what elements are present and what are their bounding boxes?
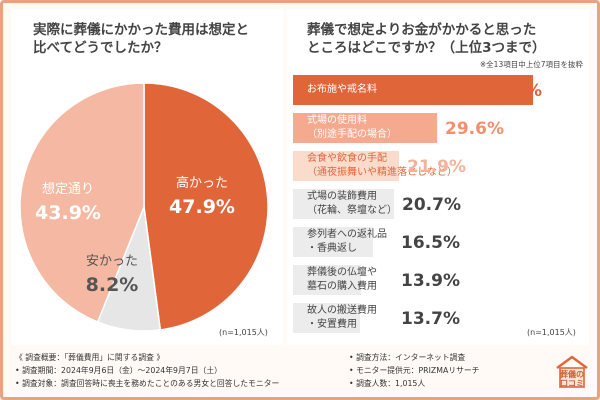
pie-slice-as-expected <box>19 82 145 323</box>
house-logo-icon <box>556 355 588 388</box>
left-title-line-1: 実際に葬儀にかかった費用は想定と <box>33 22 249 38</box>
bar-row: 参列者への返礼品 ・香典返し 16.5% <box>293 225 583 259</box>
bar <box>293 189 394 219</box>
bar-row: 式場の装飾費用 （花輪、祭壇など） 20.7% <box>293 187 583 221</box>
bar <box>293 113 437 143</box>
bar-value-label: 21.9% <box>407 157 466 177</box>
bar <box>293 303 360 333</box>
pie-slice-as-expected-label: 想定通り <box>42 181 94 197</box>
survey-method-line-2: • モニター提供元：PRIZMAリサーチ <box>349 366 480 375</box>
pie-slice-low-value: 8.2% <box>86 274 139 296</box>
pie-slice-high-label: 高かった <box>176 175 228 191</box>
bar-category-label: 会食や飲食の手配 （通夜振舞いや精進落としなど） <box>307 153 457 178</box>
bar-row: 式場の使用料 （別途手配の場合） 29.6% <box>293 111 583 145</box>
bar-value-label: 49.4% <box>483 81 542 101</box>
right-question-title: 葬儀で想定よりお金がかかると思った ところはどこですか？（上位3つまで） <box>307 21 587 57</box>
left-title-line-2: 比べてどうでしたか？ <box>33 40 168 56</box>
bar-value-label: 13.7% <box>401 309 460 329</box>
bar <box>293 265 361 295</box>
bar-value-label: 20.7% <box>402 195 461 215</box>
bar-value-label: 13.9% <box>401 271 460 291</box>
bar-value-label: 29.6% <box>445 119 504 139</box>
bar-row: 葬儀後の仏壇や 墓石の購入費用 13.9% <box>293 263 583 297</box>
bar-category-label: 参列者への返礼品 ・香典返し <box>307 229 387 254</box>
survey-method-line-3: • 調査人数：1,015人 <box>349 379 426 388</box>
pie-slice-high-value: 47.9% <box>169 196 235 218</box>
survey-method-line-1: • 調査方法：インターネット調査 <box>349 353 466 362</box>
right-title-line-2: ところはどこですか？（上位3つまで） <box>307 40 546 56</box>
pie-chart: 高かった 47.9% 安かった 8.2% 想定通り 43.9% <box>19 82 269 332</box>
right-sample-size-note: (n=1,015人) <box>527 328 576 337</box>
right-title-line-1: 葬儀で想定よりお金がかかると思った <box>307 22 537 38</box>
bar-value-label: 16.5% <box>401 233 460 253</box>
bar-category-label: 式場の使用料 （別途手配の場合） <box>307 115 397 140</box>
survey-overview-line-2: • 調査期間：2024年9月6日（金）〜2024年9月7日（土） <box>15 366 222 375</box>
bar-row: 故人の搬送費用 ・安置費用 13.7% <box>293 301 583 335</box>
logo-text-top: 葬儀の <box>560 370 584 379</box>
bar <box>293 227 373 257</box>
pie-slice-high <box>143 82 269 331</box>
bar <box>293 75 533 105</box>
survey-overview-line-3: • 調査対象：調査回答時に喪主を務めたことのある男女と回答したモニター <box>15 379 280 388</box>
survey-overview: 《 調査概要：「葬儀費用」に関する調査 》 • 調査期間：2024年9月6日（金… <box>15 351 335 390</box>
bar-row: 会食や飲食の手配 （通夜振舞いや精進落としなど） 21.9% <box>293 149 583 183</box>
brand-logo: 葬儀の 口コミ <box>554 355 590 389</box>
survey-overview-line-1: 《 調査概要：「葬儀費用」に関する調査 》 <box>15 353 165 362</box>
left-panel: 実際に葬儀にかかった費用は想定と 比べてどうでしたか？ 高かった 47.9% 安かっ… <box>11 9 283 345</box>
bar-category-label: 式場の装飾費用 （花輪、祭壇など） <box>307 191 397 216</box>
survey-method: • 調査方法：インターネット調査 • モニター提供元：PRIZMAリサーチ • … <box>349 351 549 390</box>
right-panel: 葬儀で想定よりお金がかかると思った ところはどこですか？（上位3つまで） ※全1… <box>287 9 589 345</box>
pie-slice-as-expected-value: 43.9% <box>35 202 101 224</box>
bar-row: お布施や戒名料 49.4% <box>293 73 583 107</box>
pie-slice-low-label: 安かった <box>86 254 138 269</box>
right-selection-note: ※全13項目中上位7項目を抜粋 <box>479 60 583 69</box>
bar-category-label: お布施や戒名料 <box>307 84 377 95</box>
left-question-title: 実際に葬儀にかかった費用は想定と 比べてどうでしたか？ <box>33 21 283 57</box>
bar <box>293 151 399 181</box>
left-sample-size-note: (n=1,015人) <box>219 328 268 337</box>
bar-category-label: 故人の搬送費用 ・安置費用 <box>307 305 377 330</box>
logo-text-bottom: 口コミ <box>560 379 584 388</box>
bar-category-label: 葬儀後の仏壇や 墓石の購入費用 <box>307 267 377 292</box>
